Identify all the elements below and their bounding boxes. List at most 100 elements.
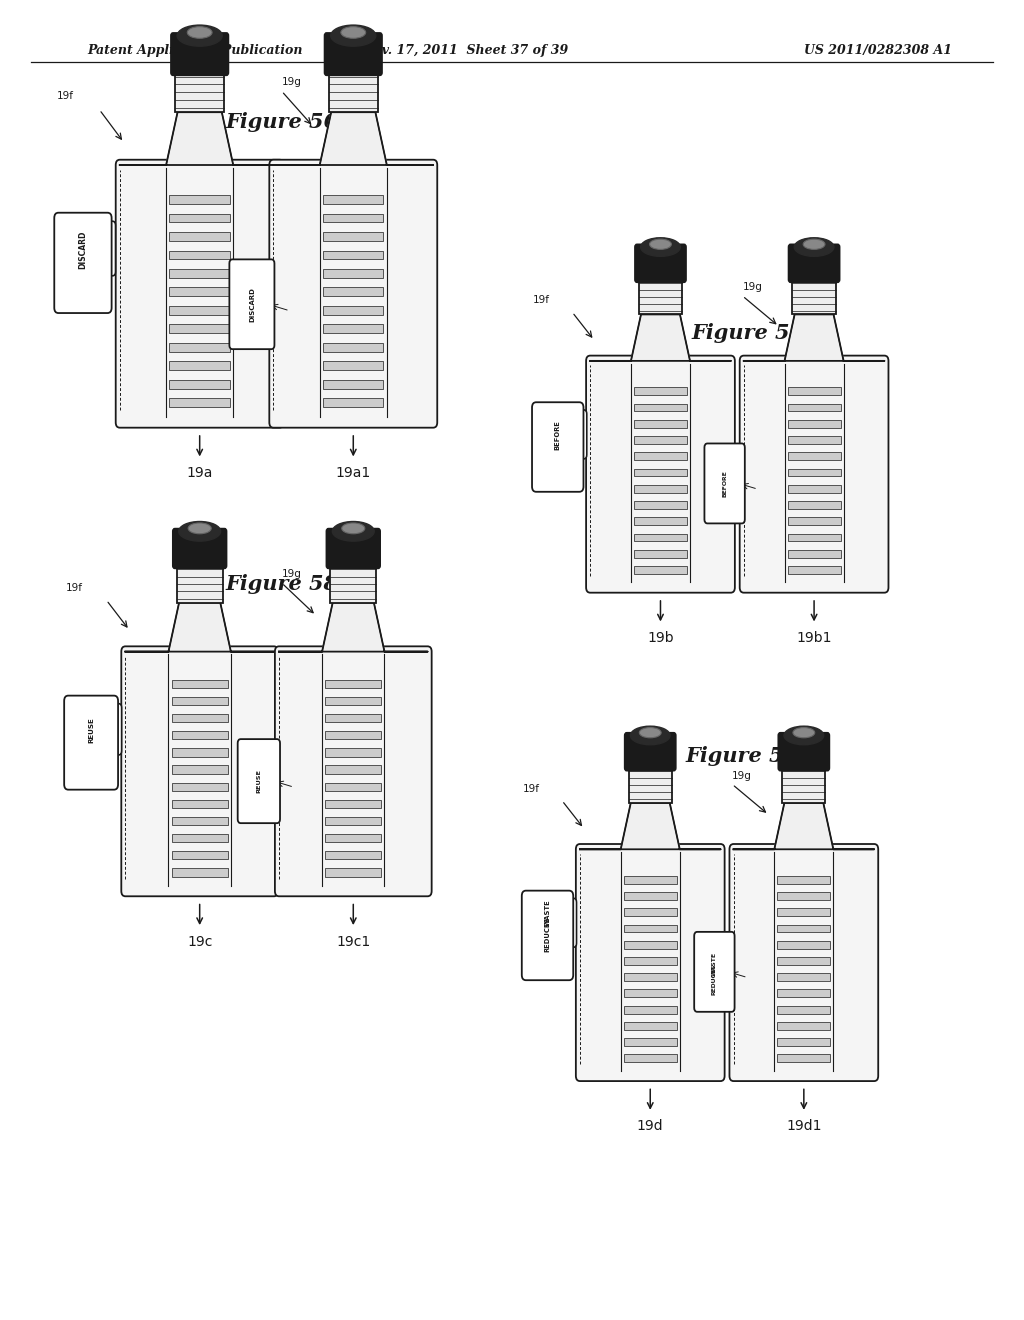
FancyBboxPatch shape: [625, 733, 676, 771]
Bar: [624, 957, 677, 965]
Bar: [326, 714, 381, 722]
Bar: [624, 892, 677, 900]
Text: 19f: 19f: [66, 583, 83, 593]
Bar: [324, 195, 383, 205]
Bar: [777, 973, 830, 981]
Bar: [629, 768, 672, 803]
Bar: [777, 924, 830, 932]
Polygon shape: [580, 803, 721, 849]
FancyBboxPatch shape: [173, 529, 226, 569]
Text: 19b1: 19b1: [797, 631, 831, 645]
FancyBboxPatch shape: [238, 739, 280, 824]
FancyBboxPatch shape: [65, 696, 118, 789]
Polygon shape: [120, 112, 280, 165]
Bar: [324, 251, 383, 259]
Bar: [170, 325, 229, 333]
Bar: [624, 990, 677, 998]
Bar: [324, 362, 383, 370]
Polygon shape: [279, 602, 428, 652]
Bar: [172, 697, 227, 705]
Bar: [777, 941, 830, 949]
Text: 19g: 19g: [282, 569, 301, 579]
Ellipse shape: [187, 26, 212, 38]
Bar: [170, 343, 229, 351]
Bar: [172, 834, 227, 842]
Bar: [782, 768, 825, 803]
Text: 19c1: 19c1: [336, 935, 371, 949]
FancyBboxPatch shape: [778, 733, 829, 771]
Bar: [172, 748, 227, 756]
Bar: [777, 990, 830, 998]
Text: WASTE: WASTE: [545, 900, 551, 927]
Bar: [634, 517, 687, 525]
Bar: [624, 908, 677, 916]
Bar: [326, 680, 381, 688]
Polygon shape: [125, 602, 274, 652]
Bar: [172, 731, 227, 739]
Bar: [170, 362, 229, 370]
Ellipse shape: [179, 521, 220, 541]
Bar: [326, 869, 381, 876]
Bar: [172, 851, 227, 859]
Bar: [170, 214, 229, 223]
Polygon shape: [733, 803, 874, 849]
FancyBboxPatch shape: [116, 160, 284, 428]
Text: 19g: 19g: [742, 282, 762, 292]
Bar: [172, 783, 227, 791]
Bar: [624, 1006, 677, 1014]
Text: 19d1: 19d1: [786, 1119, 821, 1134]
FancyBboxPatch shape: [586, 355, 735, 593]
Bar: [170, 251, 229, 259]
Bar: [634, 469, 687, 477]
FancyBboxPatch shape: [635, 244, 686, 282]
Bar: [175, 73, 224, 112]
Text: 19b: 19b: [647, 631, 674, 645]
FancyBboxPatch shape: [327, 529, 380, 569]
Bar: [777, 876, 830, 883]
Text: 19a: 19a: [186, 466, 213, 480]
FancyBboxPatch shape: [694, 932, 734, 1012]
Bar: [326, 748, 381, 756]
Bar: [777, 1055, 830, 1063]
FancyBboxPatch shape: [739, 355, 889, 593]
Bar: [639, 280, 682, 314]
Bar: [326, 800, 381, 808]
Polygon shape: [590, 314, 731, 360]
FancyBboxPatch shape: [171, 33, 228, 75]
Bar: [170, 380, 229, 388]
Bar: [787, 550, 841, 557]
Bar: [326, 731, 381, 739]
Bar: [172, 817, 227, 825]
FancyBboxPatch shape: [532, 403, 584, 492]
FancyBboxPatch shape: [561, 411, 587, 459]
Bar: [172, 800, 227, 808]
Text: BEFORE: BEFORE: [722, 470, 727, 496]
Bar: [634, 404, 687, 412]
Bar: [634, 453, 687, 461]
Ellipse shape: [639, 727, 662, 738]
Text: REDUCES: REDUCES: [545, 916, 551, 952]
Text: 19c: 19c: [187, 935, 212, 949]
Bar: [787, 404, 841, 412]
FancyBboxPatch shape: [522, 891, 573, 981]
Ellipse shape: [333, 521, 374, 541]
Bar: [634, 566, 687, 574]
Bar: [634, 533, 687, 541]
Bar: [331, 566, 376, 602]
Bar: [787, 453, 841, 461]
Bar: [324, 306, 383, 314]
Text: DISCARD: DISCARD: [79, 230, 87, 268]
Bar: [634, 550, 687, 557]
Bar: [324, 232, 383, 242]
Text: REUSE: REUSE: [88, 717, 94, 743]
Bar: [326, 783, 381, 791]
Bar: [172, 869, 227, 876]
Bar: [787, 566, 841, 574]
Bar: [777, 908, 830, 916]
FancyBboxPatch shape: [54, 213, 112, 313]
Ellipse shape: [631, 726, 670, 744]
Bar: [634, 436, 687, 444]
Bar: [170, 288, 229, 296]
Bar: [170, 232, 229, 242]
Text: 19d: 19d: [637, 1119, 664, 1134]
